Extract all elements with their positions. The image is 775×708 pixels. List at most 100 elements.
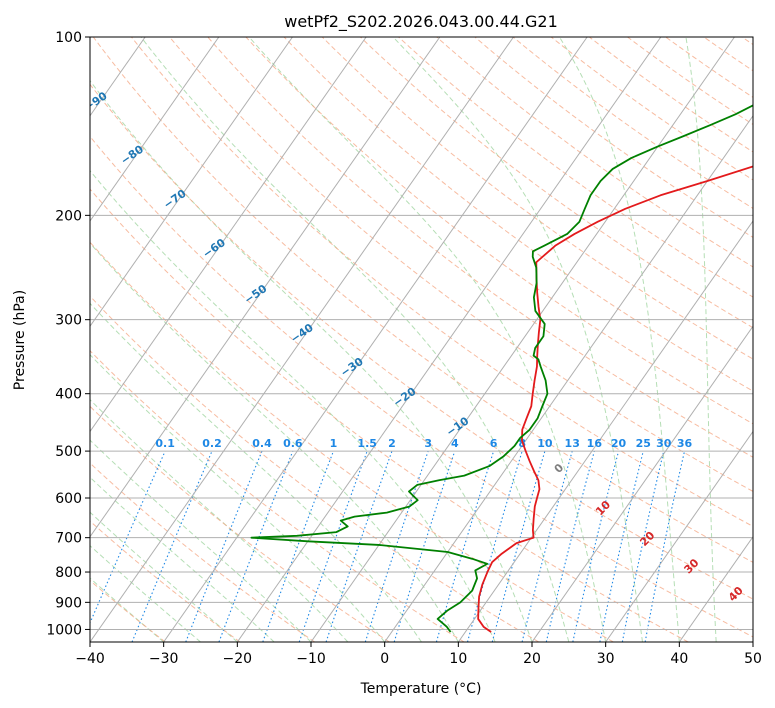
dry-adiabat-line bbox=[512, 37, 753, 209]
mixing-ratio-line bbox=[435, 450, 495, 642]
moist-adiabat-line bbox=[90, 577, 164, 642]
mixing-ratio-line bbox=[521, 450, 573, 642]
mixing-ratio-label: 20 bbox=[611, 437, 627, 450]
profile-series bbox=[250, 104, 753, 633]
mixing-ratio-line bbox=[572, 450, 620, 642]
x-tick-label: −30 bbox=[149, 651, 179, 667]
moist-adiabat-line bbox=[140, 37, 570, 642]
mixing-ratio-line bbox=[131, 450, 213, 642]
x-tick-label: 40 bbox=[670, 651, 688, 667]
moist-adiabat-line bbox=[90, 476, 275, 642]
x-tick-label: −40 bbox=[75, 651, 105, 667]
dry-adiabat-line bbox=[207, 37, 753, 458]
mixing-ratio-label: 3 bbox=[424, 437, 432, 450]
x-tick-label: 30 bbox=[597, 651, 615, 667]
mixing-ratio-label: 2 bbox=[388, 437, 396, 450]
moist-adiabat-line bbox=[90, 399, 349, 642]
x-tick-label: −10 bbox=[296, 651, 326, 667]
mixing-ratio-line bbox=[90, 450, 166, 625]
mixing-ratio-line bbox=[621, 450, 665, 642]
plot-frame bbox=[89, 36, 754, 643]
isotherm-gridline bbox=[90, 37, 367, 433]
dry-adiabat-line bbox=[90, 295, 540, 642]
mixing-ratio-line bbox=[599, 450, 644, 642]
y-axis-ticks: 100 200 300 400 500 600 700 800 900 1000 bbox=[46, 30, 90, 638]
moist-adiabat-line bbox=[90, 302, 422, 642]
plot-background bbox=[90, 37, 753, 642]
dry-adiabat-line bbox=[90, 83, 753, 600]
dry-adiabat-line bbox=[169, 37, 753, 492]
dry-adiabat-line bbox=[436, 37, 753, 268]
isotherm-gridline bbox=[90, 37, 441, 538]
mixing-ratio-label: 1 bbox=[330, 437, 338, 450]
y-tick-label: 1000 bbox=[46, 622, 82, 638]
moist-adiabat-line bbox=[90, 544, 201, 642]
moist-adiabat-line bbox=[90, 511, 238, 642]
mixing-ratio-label: 30 bbox=[656, 437, 672, 450]
isotherm-gridline bbox=[605, 430, 753, 642]
dry-adiabat-line bbox=[90, 520, 241, 642]
mixing-ratio-line bbox=[644, 450, 686, 642]
x-axis-title: Temperature (°C) bbox=[360, 681, 482, 697]
dry-adiabat-line bbox=[283, 37, 753, 392]
x-tick-label: 20 bbox=[523, 651, 541, 667]
moist-adiabat-line bbox=[248, 37, 607, 642]
mixing-ratio-label: 0.1 bbox=[155, 437, 175, 450]
mixing-ratio-label: 16 bbox=[587, 437, 603, 450]
moist-adiabat-line bbox=[559, 37, 680, 642]
y-tick-label: 400 bbox=[55, 387, 82, 403]
y-tick-label: 800 bbox=[55, 565, 82, 581]
x-tick-label: 10 bbox=[449, 651, 467, 667]
dry-adiabat-line bbox=[90, 241, 614, 642]
isotherm-gridline bbox=[90, 37, 220, 222]
mixing-ratio-label: 1.5 bbox=[357, 437, 377, 450]
dry-adiabat-line bbox=[90, 462, 315, 642]
isotherm-gridline bbox=[310, 37, 735, 642]
y-tick-label: 100 bbox=[55, 30, 82, 46]
mixing-ratio-label: 10 bbox=[537, 437, 553, 450]
x-tick-label: 50 bbox=[744, 651, 762, 667]
mixing-ratio-label: 25 bbox=[636, 437, 651, 450]
y-axis-title: Pressure (hPa) bbox=[12, 290, 28, 390]
mixing-ratio-line bbox=[393, 450, 456, 642]
isotherm-gridline bbox=[384, 114, 753, 642]
isobar-gridlines bbox=[90, 37, 753, 630]
x-tick-label: 0 bbox=[380, 651, 389, 667]
isotherm-gridline bbox=[163, 37, 588, 642]
dry-adiabat-line bbox=[321, 37, 753, 360]
mixing-ratio-label: 4 bbox=[451, 437, 459, 450]
dry-adiabat-line bbox=[90, 135, 753, 638]
dry-adiabat-line bbox=[90, 188, 689, 642]
dry-adiabat-line bbox=[550, 37, 753, 181]
mixing-ratio-label: 0.6 bbox=[283, 437, 303, 450]
dry-adiabats bbox=[90, 37, 753, 642]
isotherm-gridline bbox=[457, 220, 753, 642]
moist-adiabat-line bbox=[685, 37, 717, 642]
dry-adiabat-line bbox=[131, 37, 753, 527]
y-tick-label: 900 bbox=[55, 595, 82, 611]
moist-adiabat-line bbox=[90, 354, 386, 642]
mixing-ratio-line bbox=[298, 450, 368, 642]
mixing-ratio-label: 36 bbox=[677, 437, 693, 450]
y-tick-label: 300 bbox=[55, 313, 82, 329]
chart-title: wetPf2_S202.2026.043.00.44.G21 bbox=[284, 12, 558, 32]
mixing-ratio-label: 0.2 bbox=[202, 437, 222, 450]
y-tick-label: 500 bbox=[55, 444, 82, 460]
mixing-ratio-label: 6 bbox=[490, 437, 498, 450]
isotherm-gridline bbox=[90, 37, 293, 328]
mixing-ratio-label: 13 bbox=[565, 437, 580, 450]
isotherm-gridline bbox=[678, 535, 753, 642]
mixing-ratio-line bbox=[325, 450, 393, 642]
y-tick-label: 200 bbox=[55, 208, 82, 224]
moist-adiabat-line bbox=[90, 242, 459, 642]
mixing-ratio-line bbox=[491, 450, 546, 642]
mixing-ratio-label: 0.4 bbox=[252, 437, 272, 450]
temperature-profile-line bbox=[477, 165, 753, 633]
y-tick-label: 700 bbox=[55, 531, 82, 547]
moist-adiabat-line bbox=[90, 169, 496, 642]
y-tick-label: 600 bbox=[55, 491, 82, 507]
mixing-ratio-line bbox=[466, 450, 523, 642]
dewpoint-profile-line bbox=[250, 104, 753, 633]
isotherm-gridline bbox=[531, 325, 753, 642]
